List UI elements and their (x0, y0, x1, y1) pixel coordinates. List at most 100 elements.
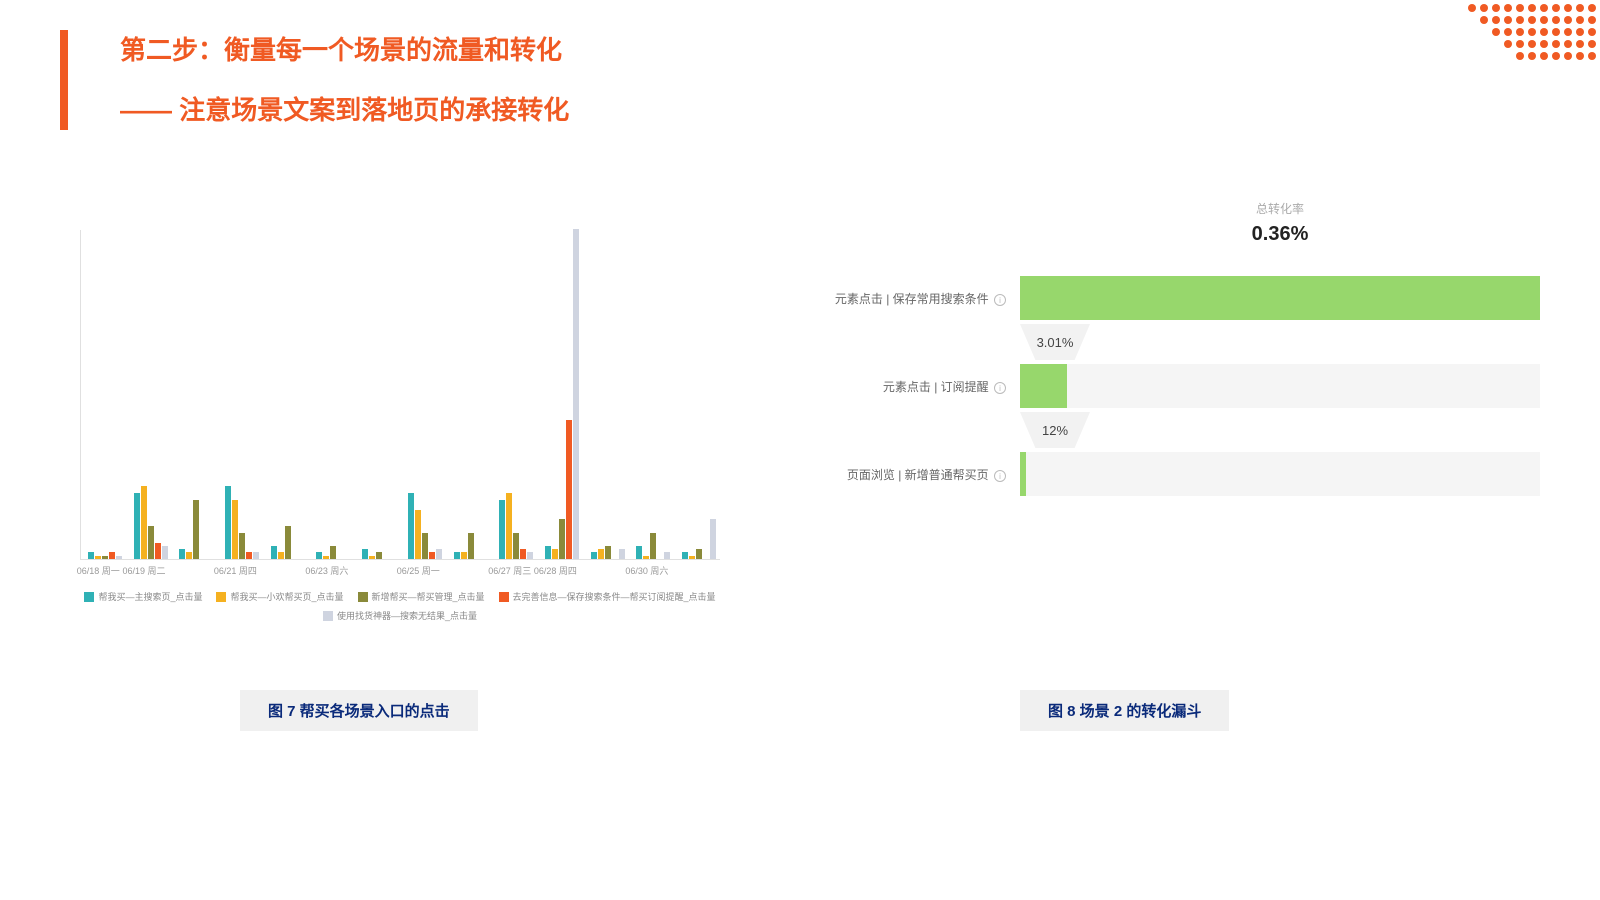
bar (225, 486, 231, 559)
funnel-body: 元素点击 | 保存常用搜索条件 i3.01% 元素点击 | 订阅提醒 i12% 页面… (820, 276, 1540, 496)
legend-label: 去完善信息—保存搜索条件—帮买订阅提醒_点击量 (513, 590, 716, 603)
bar (95, 556, 101, 559)
x-axis-label: 06/25 周一 (397, 564, 440, 577)
funnel-step: 元素点击 | 订阅提醒 i (820, 364, 1540, 408)
x-axis-label: 06/30 周六 (625, 564, 668, 577)
bar (134, 493, 140, 559)
dot-decoration (1460, 0, 1600, 80)
bar-group (271, 526, 319, 559)
bar (376, 552, 382, 559)
bar (454, 552, 460, 559)
bar-group (545, 229, 593, 559)
funnel-bar-fill (1020, 276, 1540, 320)
legend-item: 使用找货神器—搜索无结果_点击量 (323, 609, 477, 622)
bar (682, 552, 688, 559)
x-axis-label: 06/28 周四 (534, 564, 577, 577)
bar (323, 556, 329, 559)
bar-chart: 06/18 周一06/19 周二06/21 周四06/23 周六06/25 周一… (80, 230, 720, 630)
bar-group (408, 493, 456, 559)
funnel-connector: 12% (1020, 408, 1540, 452)
bar (88, 552, 94, 559)
bar-chart-legend: 帮我买—主搜索页_点击量 帮我买—小欢帮买页_点击量 新增帮买—帮买管理_点击量 去完… (80, 590, 720, 622)
bar (193, 500, 199, 559)
bar (559, 519, 565, 559)
bar (186, 552, 192, 559)
legend-label: 新增帮买—帮买管理_点击量 (372, 590, 485, 603)
bar-group (682, 519, 730, 559)
funnel-step: 元素点击 | 保存常用搜索条件 i (820, 276, 1540, 320)
bar-group (134, 486, 182, 559)
bar (155, 543, 161, 560)
title-line-1: 第二步：衡量每一个场景的流量和转化 (120, 30, 562, 67)
bar (316, 552, 322, 559)
bar (239, 533, 245, 559)
funnel-bar-fill (1020, 452, 1026, 496)
funnel-step-label: 元素点击 | 订阅提醒 i (820, 378, 1020, 395)
bar (545, 546, 551, 559)
bar (527, 552, 533, 559)
legend-item: 去完善信息—保存搜索条件—帮买订阅提醒_点击量 (499, 590, 716, 603)
bar (436, 549, 442, 559)
bar-group (316, 546, 364, 559)
bar (271, 546, 277, 559)
caption-left: 图 7 帮买各场景入口的点击 (240, 690, 478, 731)
bar (689, 556, 695, 559)
bar (643, 556, 649, 559)
bar (619, 549, 625, 559)
bar (362, 549, 368, 559)
legend-label: 帮我买—小欢帮买页_点击量 (230, 590, 343, 603)
bar (246, 552, 252, 559)
bar (598, 549, 604, 559)
bar (664, 552, 670, 559)
bar (415, 510, 421, 560)
legend-label: 使用找货神器—搜索无结果_点击量 (337, 609, 477, 622)
x-axis-label: 06/23 周六 (305, 564, 348, 577)
funnel-bar-track (1020, 276, 1540, 320)
funnel-bar-track (1020, 452, 1540, 496)
legend-item: 帮我买—小欢帮买页_点击量 (216, 590, 343, 603)
bar (520, 549, 526, 559)
funnel-bar-fill (1020, 364, 1067, 408)
bar (636, 546, 642, 559)
bar-group (499, 493, 547, 559)
bar-chart-x-labels: 06/18 周一06/19 周二06/21 周四06/23 周六06/25 周一… (80, 564, 720, 582)
funnel-connector-value: 12% (1020, 412, 1090, 448)
bar-group (179, 500, 227, 559)
bar (102, 556, 108, 559)
funnel-chart: 总转化率 0.36% 元素点击 | 保存常用搜索条件 i3.01%元素点击 | … (820, 200, 1540, 496)
bar (506, 493, 512, 559)
bar (369, 556, 375, 559)
funnel-step: 页面浏览 | 新增普通帮买页 i (820, 452, 1540, 496)
x-axis-label: 06/27 周三 (488, 564, 531, 577)
bar-group (591, 546, 639, 559)
funnel-bar-track (1020, 364, 1540, 408)
bar (278, 552, 284, 559)
bar (422, 533, 428, 559)
bar (499, 500, 505, 559)
bar-group (225, 486, 273, 559)
info-icon: i (994, 470, 1006, 482)
bar (148, 526, 154, 559)
funnel-connector-value: 3.01% (1020, 324, 1090, 360)
bar (591, 552, 597, 559)
bar (605, 546, 611, 559)
bar (552, 549, 558, 559)
funnel-header-label: 总转化率 (1020, 200, 1540, 217)
bar (429, 552, 435, 559)
legend-label: 帮我买—主搜索页_点击量 (98, 590, 202, 603)
bar-chart-plot (80, 230, 720, 560)
bar (513, 533, 519, 559)
bar (461, 552, 467, 559)
funnel-step-label: 元素点击 | 保存常用搜索条件 i (820, 290, 1020, 307)
bar (710, 519, 716, 559)
bar-group (454, 533, 502, 559)
bar (408, 493, 414, 559)
bar (650, 533, 656, 559)
bar-group (362, 549, 410, 559)
x-axis-label: 06/18 周一 (77, 564, 120, 577)
bar (285, 526, 291, 559)
title-line-2: —— 注意场景文案到落地页的承接转化 (120, 90, 569, 127)
bar-group (636, 533, 684, 559)
bar (162, 546, 168, 559)
caption-right: 图 8 场景 2 的转化漏斗 (1020, 690, 1229, 731)
